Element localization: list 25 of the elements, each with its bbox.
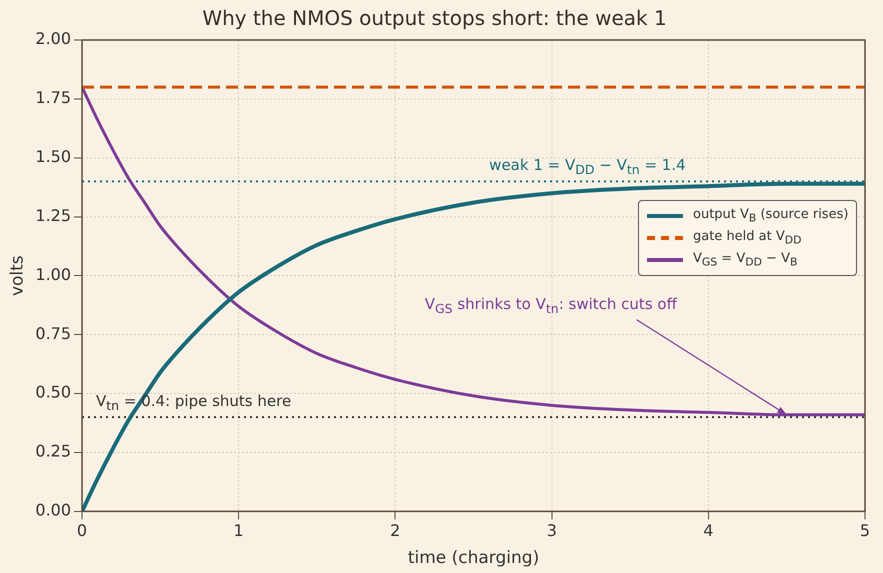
- x-axis-title: time (charging): [408, 548, 540, 568]
- y-tick-label: 1.50: [35, 147, 72, 166]
- legend-label: output V$_{B}$ (source rises): [693, 207, 848, 225]
- legend-label: V$_{GS}$ = V$_{DD}$ − V$_{B}$: [693, 251, 798, 269]
- ref-line-label: V$_{tn}$ = 0.4: pipe shuts here: [96, 392, 292, 416]
- x-tick-label: 3: [546, 521, 557, 540]
- legend-label: gate held at V$_{DD}$: [693, 229, 802, 247]
- x-tick-label: 4: [703, 521, 714, 540]
- y-tick-label: 2.00: [35, 29, 72, 48]
- line-series: [82, 86, 865, 416]
- y-tick-label: 0.50: [35, 382, 72, 402]
- chart-title: Why the NMOS output stops short: the weak 1: [202, 6, 667, 30]
- x-tick-label: 0: [76, 521, 88, 540]
- x-tick-label: 5: [860, 521, 870, 540]
- ref-line-label: weak 1 = V$_{DD}$ − V$_{tn}$ = 1.4: [489, 156, 686, 180]
- y-tick-label: 1.25: [35, 206, 72, 225]
- annotation: V$_{GS}$ shrinks to V$_{tn}$: switch cuts off: [424, 294, 677, 318]
- x-tick-label: 2: [390, 521, 400, 540]
- x-tick-label: 1: [234, 521, 244, 540]
- y-tick-label: 0.75: [35, 324, 72, 343]
- y-axis-title: volts: [8, 255, 28, 296]
- y-tick-label: 1.00: [35, 264, 72, 284]
- y-tick-label: 0.25: [35, 442, 72, 461]
- y-tick-label: 0.00: [35, 500, 72, 520]
- y-tick-label: 1.75: [35, 88, 72, 108]
